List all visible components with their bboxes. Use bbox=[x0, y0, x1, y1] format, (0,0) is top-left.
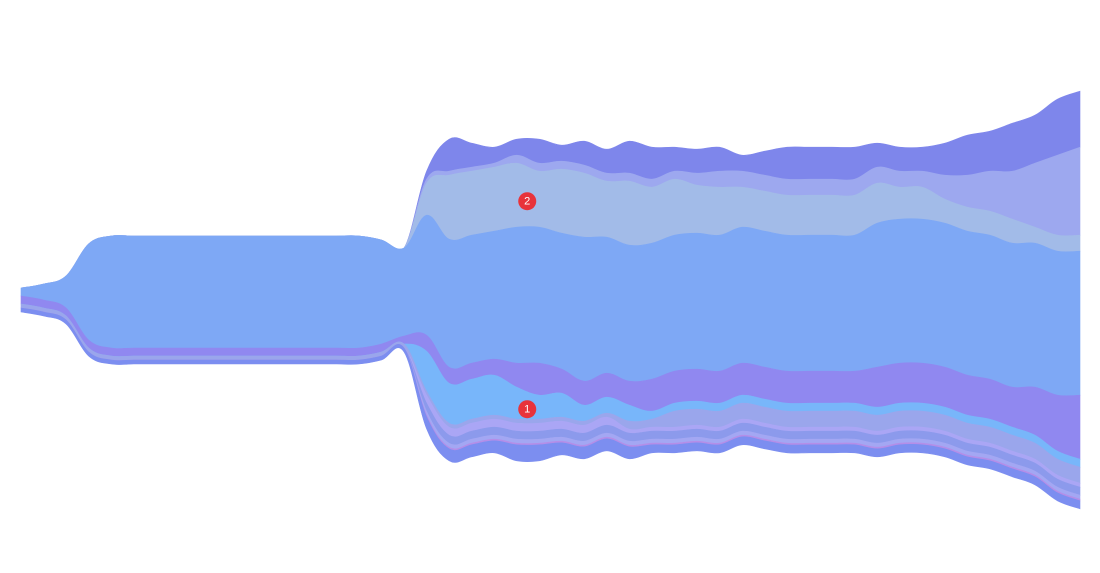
annotation-marker-dot bbox=[518, 192, 537, 211]
annotation-marker-dot bbox=[518, 400, 537, 419]
stream-layer-12 bbox=[20, 307, 1081, 510]
stream-layers bbox=[20, 90, 1081, 510]
annotation-marker-label: 1 bbox=[524, 404, 530, 416]
annotation-marker-2[interactable]: 2 bbox=[518, 192, 537, 211]
annotation-marker-1[interactable]: 1 bbox=[518, 400, 537, 419]
annotation-marker-label: 2 bbox=[524, 196, 530, 208]
annotation-markers: 21 bbox=[518, 192, 537, 419]
